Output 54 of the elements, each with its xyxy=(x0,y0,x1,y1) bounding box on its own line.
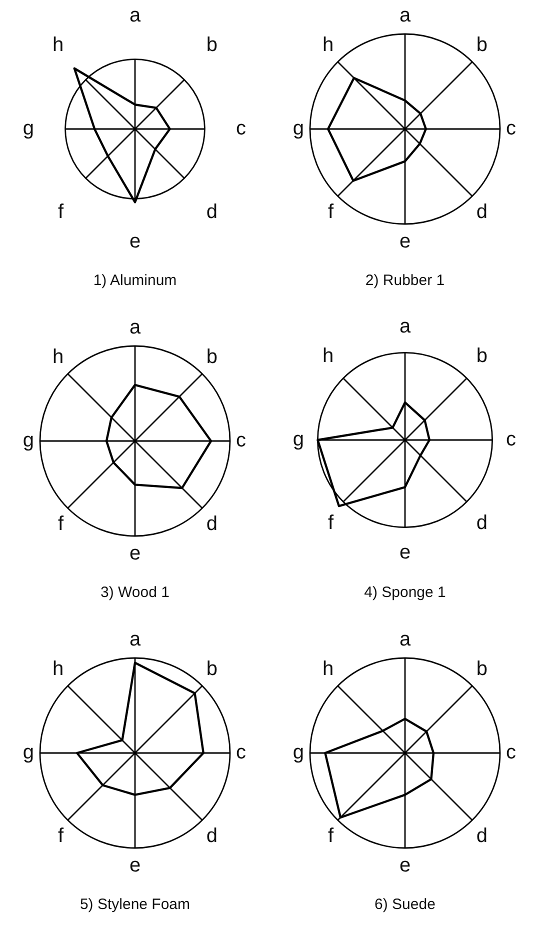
spoke-label: a xyxy=(129,628,142,651)
spoke-label: a xyxy=(129,4,142,27)
spoke-label: h xyxy=(322,345,334,368)
spoke-label: b xyxy=(206,658,218,680)
spoke-label: f xyxy=(58,824,64,847)
spoke-label: b xyxy=(476,34,488,56)
spoke-label: d xyxy=(206,200,218,223)
spoke-label: e xyxy=(129,542,141,565)
spoke-label: h xyxy=(52,658,64,680)
spoke-label: e xyxy=(129,230,141,253)
spoke-label: a xyxy=(399,628,412,651)
spoke-label: e xyxy=(399,230,411,253)
spoke-label: b xyxy=(206,34,218,56)
spoke-label: d xyxy=(206,824,218,847)
spoke-label: b xyxy=(476,345,488,368)
spoke-label: c xyxy=(506,428,516,451)
spoke-label: g xyxy=(292,742,304,764)
text: 3) Wood 1 xyxy=(100,584,170,601)
spoke-label: a xyxy=(399,316,412,338)
spoke-label: f xyxy=(328,824,334,847)
spoke-label: c xyxy=(236,742,246,764)
spoke-label: d xyxy=(476,824,488,847)
spoke-label: d xyxy=(206,512,218,535)
spoke-label: g xyxy=(292,118,304,140)
spoke-label: e xyxy=(129,854,141,877)
spoke-label: c xyxy=(236,430,246,452)
spoke-label: c xyxy=(506,742,516,764)
spoke-label: g xyxy=(22,118,34,140)
text: 1) Aluminum xyxy=(93,272,177,289)
spoke-label: e xyxy=(399,542,411,564)
spoke-label: h xyxy=(322,658,334,680)
spoke-label: h xyxy=(322,34,334,56)
spoke-label: d xyxy=(476,512,488,534)
spoke-label: f xyxy=(328,200,334,223)
spoke-label: b xyxy=(206,346,218,368)
spoke-label: g xyxy=(22,742,34,764)
spoke-label: f xyxy=(58,200,64,223)
spoke-label: f xyxy=(58,512,64,535)
spoke-label: f xyxy=(328,512,334,534)
spoke-label: c xyxy=(506,118,516,140)
spoke-label: h xyxy=(52,346,64,368)
text: 5) Stylene Foam xyxy=(80,896,190,913)
text: 6) Suede xyxy=(374,896,436,913)
spoke-label: a xyxy=(399,4,412,27)
spoke-label: b xyxy=(476,658,488,680)
spoke-label: a xyxy=(129,316,142,339)
spoke-label: g xyxy=(22,430,34,452)
text: 2) Rubber 1 xyxy=(365,272,445,289)
spoke-label: c xyxy=(236,118,246,140)
spoke-label: g xyxy=(292,428,304,451)
spoke-label: h xyxy=(52,34,64,56)
text: 4) Sponge 1 xyxy=(364,584,446,601)
spoke-label: e xyxy=(399,854,411,877)
spoke-label: d xyxy=(476,200,488,223)
